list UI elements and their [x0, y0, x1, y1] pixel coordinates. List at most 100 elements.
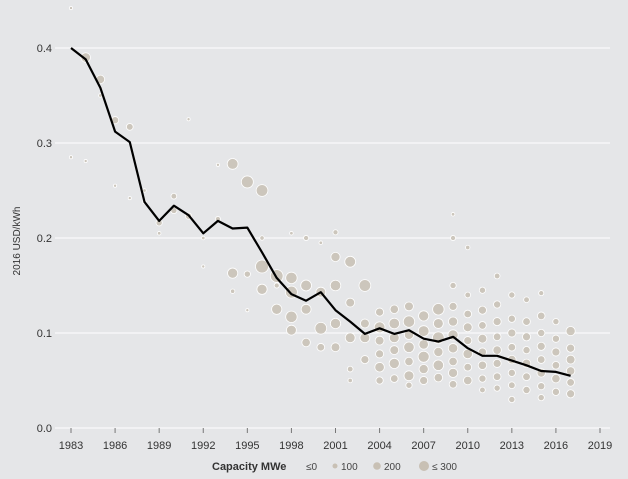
- project-bubble: [492, 332, 502, 342]
- y-axis-title: 2016 USD/kWh: [12, 207, 23, 276]
- project-bubble: [465, 244, 471, 251]
- project-bubble: [390, 374, 399, 383]
- weighted-average-line: [70, 47, 571, 377]
- project-bubble: [418, 310, 430, 322]
- project-bubble: [477, 333, 488, 344]
- project-bubble: [303, 235, 310, 241]
- project-bubble: [300, 279, 312, 292]
- project-bubble: [551, 347, 561, 357]
- x-tick-label: 2019: [588, 440, 612, 452]
- project-bubble: [314, 321, 328, 335]
- project-bubble: [507, 368, 516, 377]
- project-bubble: [346, 365, 354, 373]
- project-bubble: [447, 343, 459, 354]
- project-bubble: [329, 279, 342, 292]
- x-tick-label: 2007: [411, 440, 435, 452]
- project-bubble: [417, 350, 430, 363]
- project-bubble: [285, 271, 298, 285]
- project-bubble: [522, 385, 531, 395]
- project-bubble: [522, 372, 531, 381]
- project-bubble: [478, 374, 487, 383]
- project-bubble: [113, 183, 118, 188]
- project-bubble: [418, 339, 429, 350]
- project-bubble: [226, 158, 239, 170]
- project-bubble: [478, 305, 487, 315]
- legend-entry-1: 100: [341, 462, 358, 473]
- project-bubble: [552, 318, 560, 326]
- project-bubble: [256, 283, 268, 295]
- project-bubble: [243, 270, 251, 278]
- project-bubble: [508, 381, 516, 390]
- project-bubble: [478, 321, 487, 330]
- project-bubble: [255, 259, 269, 274]
- project-bubble: [402, 315, 416, 328]
- project-bubble: [69, 6, 74, 11]
- project-bubble: [255, 184, 269, 197]
- x-tick-label: 1998: [279, 440, 303, 452]
- project-bubble: [551, 361, 561, 370]
- project-bubble: [492, 372, 502, 381]
- project-bubble: [448, 316, 459, 327]
- project-bubble: [360, 355, 370, 365]
- project-bubble: [448, 367, 459, 378]
- project-bubble: [523, 296, 530, 304]
- project-bubble: [300, 303, 312, 315]
- project-bubble: [344, 332, 356, 344]
- project-bubble: [347, 377, 353, 384]
- project-bubble: [537, 382, 546, 391]
- project-bubble: [286, 324, 297, 336]
- project-bubble: [375, 307, 385, 317]
- project-bubble: [289, 231, 294, 236]
- project-bubble: [507, 328, 517, 338]
- project-bubble: [125, 123, 134, 131]
- project-bubble: [142, 188, 147, 193]
- project-bubble: [230, 288, 236, 294]
- project-bubble: [551, 387, 560, 396]
- project-bubble: [273, 282, 280, 289]
- project-bubble: [566, 343, 576, 353]
- x-tick-label: 1986: [103, 440, 127, 452]
- project-bubble: [508, 291, 516, 299]
- project-bubble: [448, 301, 458, 311]
- project-bubble: [463, 362, 472, 372]
- x-tick-label: 2013: [500, 440, 524, 452]
- x-axis-ticks: 1983 1986 1989 1992 1995 1998 2001 2004 2007 2010…: [59, 428, 612, 452]
- project-bubble: [83, 159, 88, 164]
- project-bubble: [508, 395, 516, 404]
- legend-entry-0: ≤0: [306, 462, 317, 473]
- project-bubble: [462, 322, 473, 333]
- project-bubble: [565, 354, 576, 365]
- legend-swatch-200: [373, 462, 381, 470]
- project-bubble: [507, 314, 516, 323]
- y-tick-label: 0.4: [37, 43, 52, 55]
- project-bubble: [463, 336, 473, 346]
- project-bubble: [227, 267, 239, 279]
- project-bubble: [329, 317, 342, 330]
- project-bubble: [493, 300, 502, 309]
- project-bubble: [536, 355, 546, 364]
- project-bubble: [566, 389, 576, 399]
- project-bubble: [492, 317, 502, 327]
- project-bubble: [345, 297, 356, 308]
- project-bubble: [463, 375, 473, 386]
- project-bubble: [538, 290, 545, 297]
- project-bubble: [388, 317, 400, 330]
- project-bubble: [417, 325, 430, 337]
- project-bubble: [419, 376, 429, 385]
- project-bubble: [418, 364, 429, 375]
- project-bubble: [565, 326, 576, 337]
- project-bubble: [389, 304, 399, 314]
- project-bubble: [259, 235, 265, 241]
- project-bubble: [403, 341, 415, 353]
- project-bubble: [432, 303, 445, 316]
- project-bubble: [271, 303, 283, 315]
- project-bubble: [551, 334, 560, 343]
- project-bubble: [522, 332, 531, 342]
- project-bubble: [492, 345, 502, 355]
- project-bubble: [433, 373, 443, 383]
- project-bubble: [479, 386, 486, 394]
- project-bubble: [388, 357, 400, 369]
- project-bubble: [448, 356, 458, 367]
- project-bubble: [507, 343, 517, 352]
- project-bubble: [449, 281, 457, 290]
